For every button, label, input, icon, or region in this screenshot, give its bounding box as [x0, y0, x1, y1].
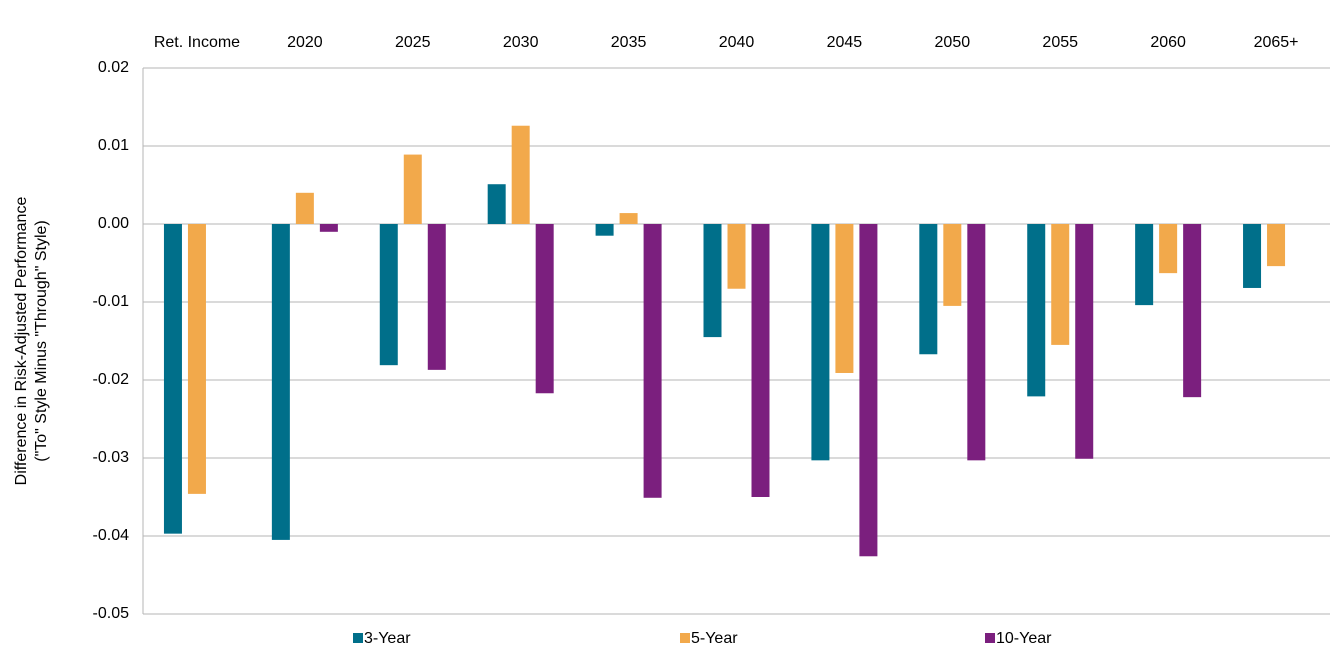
y-tick-label: 0.01 — [98, 137, 129, 154]
x-tick-label: Ret. Income — [153, 34, 241, 51]
bar — [403, 154, 422, 224]
y-tick-label: -0.04 — [93, 527, 130, 544]
x-tick-label: 2025 — [394, 34, 431, 51]
bar — [1135, 224, 1154, 306]
x-tick-label: 2060 — [1150, 34, 1186, 51]
bar — [703, 224, 722, 338]
y-axis-label: Difference in Risk-Adjusted Performance — [13, 197, 30, 486]
y-tick-label: -0.05 — [93, 605, 130, 622]
legend-swatch — [680, 633, 690, 643]
bar — [1243, 224, 1262, 288]
x-tick-label: 2035 — [610, 34, 647, 51]
bar — [295, 192, 314, 224]
bar — [643, 224, 662, 498]
bar — [271, 224, 290, 540]
x-tick-label: 2055 — [1042, 34, 1079, 51]
bar — [751, 224, 770, 497]
x-tick-label: 2040 — [718, 34, 755, 51]
bar — [1027, 224, 1046, 397]
y-tick-label: 0.02 — [98, 59, 129, 76]
x-tick-label: 2020 — [287, 34, 323, 51]
x-tick-label: 2065+ — [1253, 34, 1299, 51]
bar — [943, 224, 962, 306]
bar — [835, 224, 854, 373]
bar — [535, 224, 554, 394]
bar — [427, 224, 446, 370]
bar — [919, 224, 938, 355]
bar — [1075, 224, 1094, 459]
bar — [1183, 224, 1202, 398]
x-tick-label: 2030 — [502, 34, 539, 51]
legend-label: 3-Year — [364, 630, 411, 647]
legend-label: 5-Year — [691, 630, 738, 647]
bar — [727, 224, 746, 289]
bar — [1159, 224, 1178, 274]
bar — [811, 224, 830, 461]
bar — [595, 224, 614, 236]
y-tick-label: -0.02 — [93, 371, 130, 388]
bar — [967, 224, 986, 461]
x-tick-label: 2045 — [826, 34, 863, 51]
bar — [163, 224, 182, 534]
bar — [511, 125, 530, 224]
bar — [859, 224, 878, 557]
bar — [187, 224, 206, 494]
legend-swatch — [353, 633, 363, 643]
bar — [487, 184, 506, 224]
y-tick-label: -0.01 — [93, 293, 130, 310]
legend-label: 10-Year — [996, 630, 1052, 647]
bar — [1267, 224, 1286, 267]
x-tick-label: 2050 — [934, 34, 971, 51]
y-axis-label: ("To" Style Minus "Through" Style) — [33, 220, 50, 461]
y-tick-label: -0.03 — [93, 449, 130, 466]
bar — [379, 224, 398, 366]
y-tick-label: 0.00 — [98, 215, 129, 232]
legend-swatch — [985, 633, 995, 643]
bar — [1051, 224, 1070, 345]
bar — [619, 213, 638, 224]
bar — [319, 224, 338, 232]
